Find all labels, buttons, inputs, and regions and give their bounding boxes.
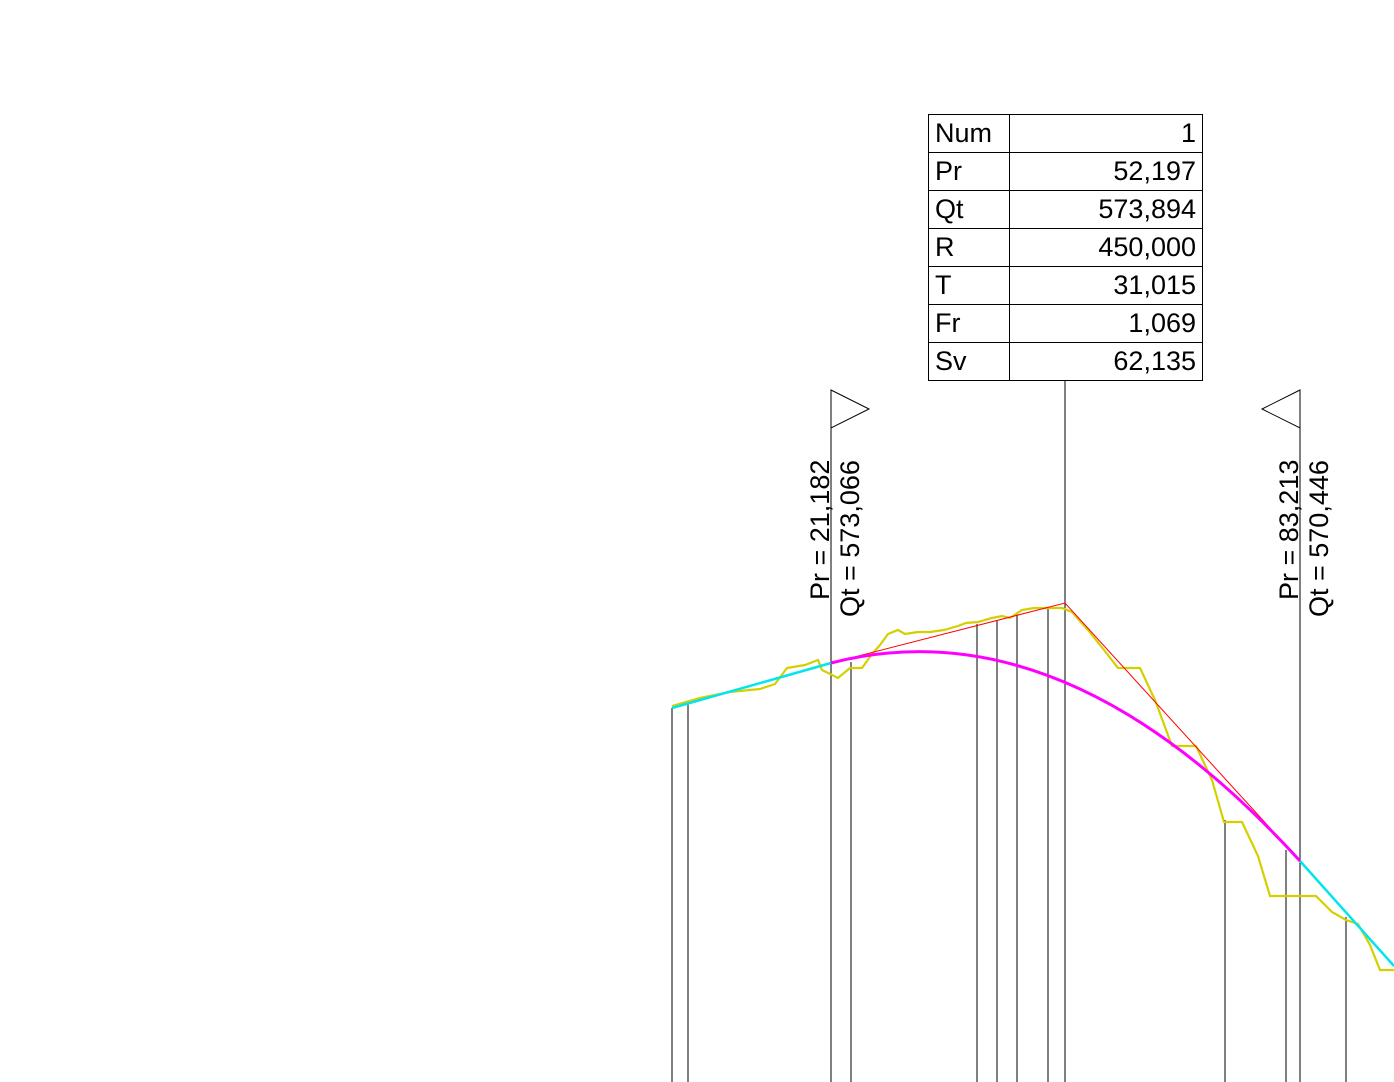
parameter-value: 1 — [1009, 114, 1203, 153]
parameter-row: Qt 573,894 — [928, 190, 1203, 229]
parameter-label: Sv — [928, 342, 1010, 381]
station-lines — [671, 608, 1347, 1082]
curve-end-qt-label: Qt = 570,446 — [1304, 460, 1334, 617]
parameter-label: T — [928, 266, 1010, 305]
curve-end-marker: Pr = 83,213 Qt = 570,446 — [1260, 389, 1334, 1082]
curve-parameters-table: Num 1 Pr 52,197 Qt 573,894 R 450,000 T 31,015 Fr 1,… — [928, 114, 1203, 381]
parameter-row: Pr 52,197 — [928, 152, 1203, 191]
curve-end-flag-icon — [1260, 389, 1301, 429]
parameter-label: R — [928, 228, 1010, 267]
parameter-row: Fr 1,069 — [928, 304, 1203, 343]
parameter-row: Num 1 — [928, 114, 1203, 153]
vertical-curve — [830, 650, 1302, 863]
parameter-value: 31,015 — [1009, 266, 1203, 305]
parameter-value: 1,069 — [1009, 304, 1203, 343]
parameter-value: 62,135 — [1009, 342, 1203, 381]
parameter-row: T 31,015 — [928, 266, 1203, 305]
parameter-value: 52,197 — [1009, 152, 1203, 191]
curve-start-flag-icon — [830, 389, 871, 429]
parameter-row: R 450,000 — [928, 228, 1203, 267]
parameter-label: Num — [928, 114, 1010, 153]
terrain-profile-line — [671, 606, 1394, 972]
parameter-label: Pr — [928, 152, 1010, 191]
parameter-row: Sv 62,135 — [928, 342, 1203, 381]
tangent-lines — [830, 602, 1301, 862]
parameter-value: 450,000 — [1009, 228, 1203, 267]
curve-end-pr-label: Pr = 83,213 — [1274, 460, 1304, 600]
curve-start-marker: Pr = 21,182 Qt = 573,066 — [805, 389, 871, 1082]
curve-start-pr-label: Pr = 21,182 — [805, 460, 835, 600]
parameter-label: Fr — [928, 304, 1010, 343]
curve-start-qt-label: Qt = 573,066 — [835, 460, 865, 617]
parameter-label: Qt — [928, 190, 1010, 229]
parameter-value: 573,894 — [1009, 190, 1203, 229]
grade-line-right — [1299, 860, 1394, 967]
grade-line-left — [671, 661, 832, 710]
